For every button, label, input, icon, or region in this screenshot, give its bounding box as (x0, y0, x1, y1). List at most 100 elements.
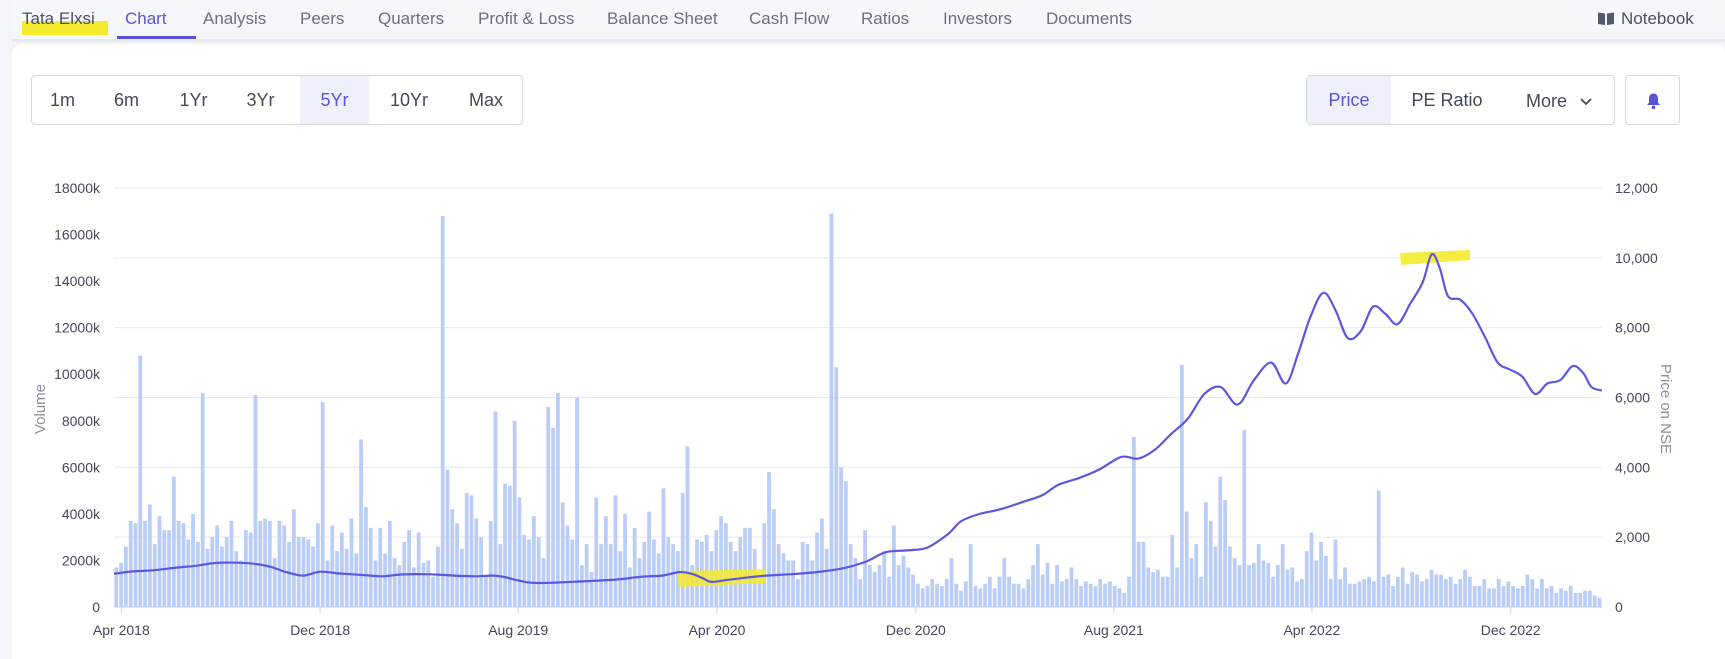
volume-bar[interactable] (503, 483, 507, 607)
volume-bar[interactable] (551, 427, 555, 607)
volume-bar[interactable] (1501, 586, 1506, 607)
tab-analysis[interactable]: Analysis (203, 9, 267, 28)
volume-bar[interactable] (1021, 588, 1026, 607)
volume-bar[interactable] (810, 560, 815, 607)
volume-bar[interactable] (253, 395, 258, 607)
volume-bar[interactable] (599, 544, 603, 607)
volume-bar[interactable] (296, 537, 301, 607)
volume-bar[interactable] (1487, 588, 1491, 607)
volume-bar[interactable] (676, 551, 680, 607)
volume-bar[interactable] (1520, 586, 1525, 607)
volume-bar[interactable] (1597, 597, 1602, 607)
volume-bar[interactable] (1304, 551, 1309, 607)
volume-bar[interactable] (229, 520, 234, 607)
volume-bar[interactable] (349, 518, 354, 607)
volume-bar[interactable] (1319, 541, 1323, 607)
volume-bar[interactable] (364, 506, 368, 607)
volume-bar[interactable] (1549, 586, 1554, 607)
volume-bar[interactable] (205, 548, 210, 607)
volume-bar[interactable] (1468, 576, 1472, 607)
volume-bar[interactable] (925, 586, 930, 607)
volume-bar[interactable] (906, 567, 911, 607)
volume-bar[interactable] (1040, 574, 1045, 607)
volume-bar[interactable] (1405, 583, 1410, 607)
volume-bar[interactable] (1045, 562, 1050, 607)
volume-bar[interactable] (911, 574, 915, 607)
volume-bar[interactable] (1496, 579, 1501, 607)
volume-bar[interactable] (1160, 576, 1165, 607)
volume-bar[interactable] (594, 497, 599, 607)
volume-bar[interactable] (983, 583, 987, 607)
volume-bar[interactable] (407, 530, 411, 607)
tab-quarters[interactable]: Quarters (378, 9, 445, 28)
volume-bar[interactable] (1568, 586, 1573, 607)
volume-bar[interactable] (786, 560, 791, 607)
volume-bar[interactable] (988, 576, 992, 607)
volume-bar[interactable] (1165, 576, 1170, 607)
volume-bar[interactable] (1098, 579, 1103, 607)
volume-bar[interactable] (791, 560, 795, 607)
volume-bar[interactable] (1108, 581, 1112, 607)
volume-bar[interactable] (320, 402, 325, 607)
volume-bar[interactable] (613, 495, 618, 607)
volume-bar[interactable] (1050, 583, 1055, 607)
volume-bar[interactable] (1285, 569, 1290, 607)
volume-bar[interactable] (1573, 593, 1578, 607)
volume-bar[interactable] (1055, 565, 1059, 607)
volume-bar[interactable] (1012, 583, 1016, 607)
volume-bar[interactable] (186, 539, 191, 607)
volume-bar[interactable] (815, 532, 819, 607)
volume-bar[interactable] (512, 420, 517, 607)
volume-bar[interactable] (944, 579, 949, 607)
volume-bar[interactable] (215, 525, 219, 607)
volume-bar[interactable] (858, 579, 863, 607)
volume-bar[interactable] (575, 397, 579, 608)
volume-bar[interactable] (1592, 595, 1597, 607)
volume-bar[interactable] (1439, 574, 1443, 607)
volume-bar[interactable] (743, 527, 747, 607)
volume-bar[interactable] (916, 583, 920, 607)
volume-bar[interactable] (484, 576, 488, 607)
volume-bar[interactable] (354, 553, 359, 607)
volume-bar[interactable] (1002, 558, 1007, 607)
volume-bar[interactable] (138, 355, 143, 607)
notebook-link[interactable]: Notebook (1597, 9, 1694, 31)
volume-bar[interactable] (1424, 579, 1429, 607)
volume-bar[interactable] (848, 544, 853, 607)
volume-bar[interactable] (1324, 555, 1328, 607)
volume-bar[interactable] (1372, 581, 1376, 607)
volume-bar[interactable] (455, 523, 459, 607)
volume-bar[interactable] (1381, 576, 1386, 607)
price-line[interactable] (113, 252, 1603, 585)
volume-bar[interactable] (1357, 581, 1362, 607)
volume-bar[interactable] (157, 516, 162, 607)
volume-bar[interactable] (853, 558, 858, 607)
volume-bar[interactable] (868, 565, 872, 607)
volume-bar[interactable] (1492, 588, 1496, 607)
volume-bar[interactable] (412, 567, 416, 607)
volume-bar[interactable] (133, 523, 138, 607)
volume-bar[interactable] (632, 527, 637, 607)
volume-bar[interactable] (652, 539, 656, 607)
volume-bar[interactable] (272, 558, 277, 607)
volume-bar[interactable] (608, 544, 613, 607)
tab-investors[interactable]: Investors (943, 9, 1012, 28)
volume-bar[interactable] (536, 537, 541, 607)
volume-bar[interactable] (1328, 579, 1333, 607)
volume-bar[interactable] (1482, 579, 1487, 607)
range-5yr-button[interactable]: 5Yr (300, 76, 369, 124)
volume-bar[interactable] (143, 520, 147, 607)
volume-bar[interactable] (335, 551, 339, 607)
volume-bar[interactable] (210, 537, 215, 607)
volume-bar[interactable] (1564, 590, 1568, 607)
volume-bar[interactable] (584, 544, 589, 607)
volume-bar[interactable] (1069, 567, 1074, 607)
volume-bar[interactable] (1208, 520, 1213, 607)
volume-bar[interactable] (1376, 490, 1381, 607)
volume-bar[interactable] (757, 579, 762, 607)
volume-bar[interactable] (1343, 567, 1347, 607)
volume-bar[interactable] (191, 513, 195, 607)
tab-peers[interactable]: Peers (300, 9, 345, 28)
volume-bar[interactable] (1516, 588, 1520, 607)
volume-bar[interactable] (1112, 586, 1117, 607)
